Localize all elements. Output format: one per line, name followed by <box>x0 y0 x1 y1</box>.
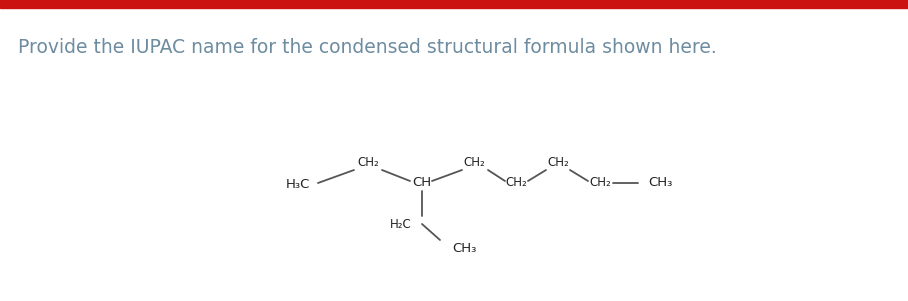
Text: CH₂: CH₂ <box>357 157 379 169</box>
Text: CH₂: CH₂ <box>548 157 569 169</box>
Text: Provide the IUPAC name for the condensed structural formula shown here.: Provide the IUPAC name for the condensed… <box>18 38 716 57</box>
Text: H₂C: H₂C <box>390 218 412 231</box>
Text: H₃C: H₃C <box>286 178 310 191</box>
Text: CH₃: CH₃ <box>452 241 477 255</box>
Bar <box>0 0 908 8</box>
Text: CH₂: CH₂ <box>589 176 611 190</box>
Text: CH₂: CH₂ <box>505 176 527 190</box>
Text: CH₃: CH₃ <box>648 176 673 190</box>
Text: CH₂: CH₂ <box>463 157 485 169</box>
Text: CH: CH <box>412 176 431 190</box>
